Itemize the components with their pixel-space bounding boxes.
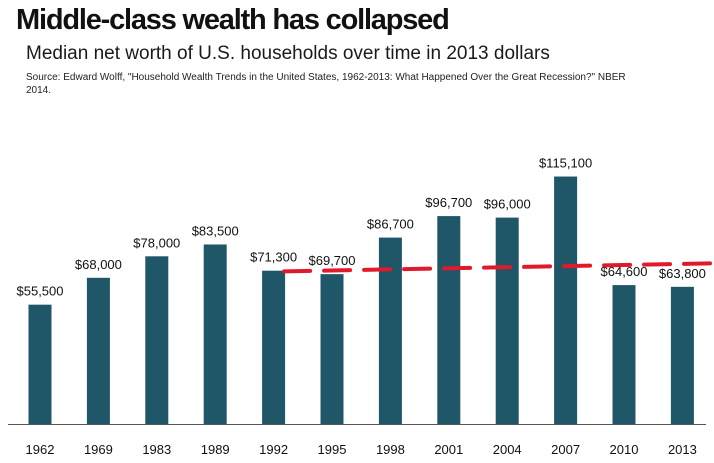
bar xyxy=(437,216,461,424)
bar xyxy=(203,244,227,424)
data-label: $78,000 xyxy=(133,235,180,250)
data-label: $115,100 xyxy=(539,156,592,171)
data-label: $55,500 xyxy=(17,284,64,299)
bar xyxy=(378,237,402,424)
bar xyxy=(612,285,636,424)
data-label: $83,500 xyxy=(192,223,239,238)
bar xyxy=(145,256,169,424)
chart-source-note: Source: Edward Wolff, "Household Wealth … xyxy=(26,72,626,96)
bar xyxy=(320,274,344,424)
x-tick-label: 2001 xyxy=(434,442,463,457)
bar xyxy=(670,286,694,424)
x-tick-label: 2013 xyxy=(668,442,697,457)
data-label: $63,800 xyxy=(659,266,706,281)
bar xyxy=(495,217,519,424)
x-tick-label: 2004 xyxy=(493,442,522,457)
bar xyxy=(554,176,578,424)
data-label: $68,000 xyxy=(75,257,122,272)
x-tick-label: 1962 xyxy=(26,442,55,457)
x-tick-label: 1969 xyxy=(84,442,113,457)
x-tick-label: 2010 xyxy=(610,442,639,457)
chart-subtitle: Median net worth of U.S. households over… xyxy=(26,43,550,64)
x-tick-label: 1989 xyxy=(201,442,230,457)
data-label: $96,000 xyxy=(484,197,531,212)
bar xyxy=(86,277,110,424)
data-label: $69,700 xyxy=(309,253,356,268)
bar xyxy=(28,304,52,424)
data-label: $71,300 xyxy=(250,250,297,265)
x-tick-label: 1992 xyxy=(259,442,288,457)
x-tick-label: 1995 xyxy=(318,442,347,457)
data-label: $86,700 xyxy=(367,217,414,232)
data-label: $96,700 xyxy=(425,195,472,210)
bar xyxy=(262,270,286,424)
x-tick-label: 1998 xyxy=(376,442,405,457)
x-tick-label: 1983 xyxy=(142,442,171,457)
reference-dashed-line xyxy=(282,261,714,274)
x-tick-label: 2007 xyxy=(551,442,580,457)
chart-title: Middle-class wealth has collapsed xyxy=(16,4,450,36)
data-label: $64,600 xyxy=(601,264,648,279)
